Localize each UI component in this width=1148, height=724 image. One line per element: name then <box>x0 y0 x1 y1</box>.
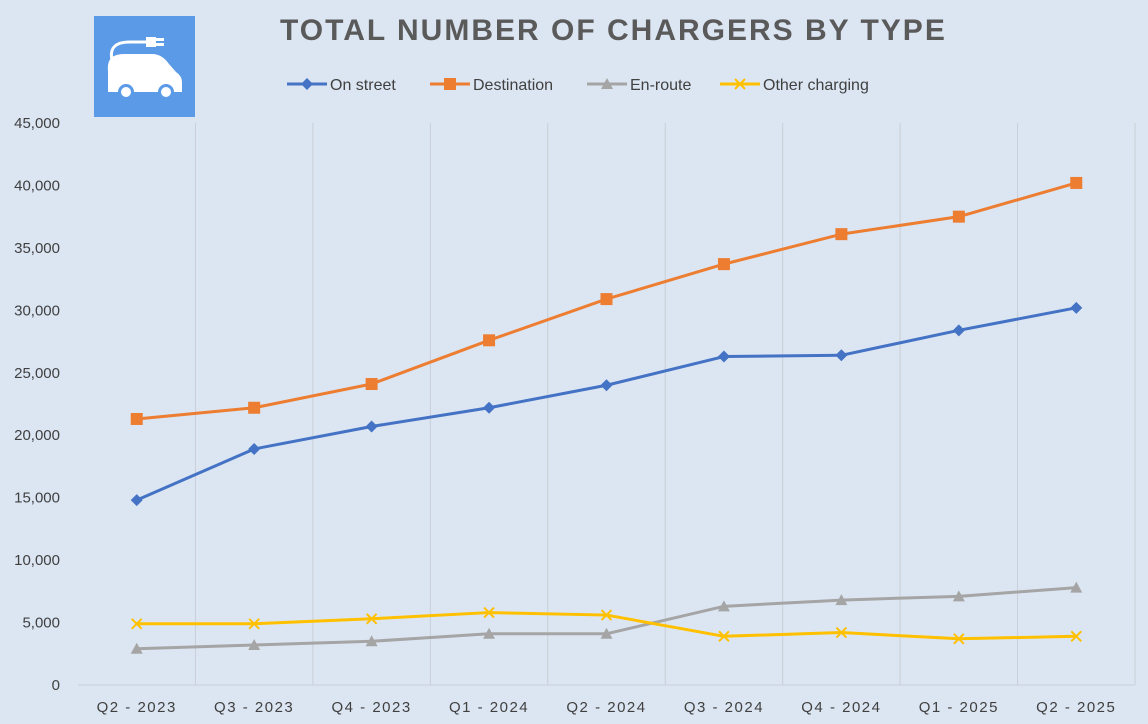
gridlines <box>194 123 1136 685</box>
legend-item-destination: Destination <box>430 77 553 94</box>
y-tick-label: 5,000 <box>22 615 60 632</box>
y-tick-label: 20,000 <box>14 427 60 444</box>
data-point-other-charging <box>718 630 730 643</box>
data-point-destination <box>483 334 496 347</box>
x-tick-label: Q4 - 2024 <box>801 699 881 716</box>
legend-item-other-charging: Other charging <box>720 77 869 94</box>
data-point-on-street <box>365 420 378 433</box>
legend-marker <box>444 78 456 90</box>
legend-label: En-route <box>630 77 691 94</box>
data-point-destination <box>717 258 730 271</box>
y-tick-label: 45,000 <box>14 115 60 132</box>
data-point-en-route <box>1070 581 1083 593</box>
data-point-other-charging <box>248 618 260 630</box>
data-point-on-street <box>600 379 613 392</box>
data-point-en-route <box>952 590 965 602</box>
data-point-other-charging <box>600 609 613 621</box>
data-point-destination <box>600 293 613 306</box>
x-tick-label: Q1 - 2024 <box>449 699 529 716</box>
chart-title: TOTAL NUMBER OF CHARGERS BY TYPE <box>280 14 947 47</box>
data-point-en-route <box>248 639 261 651</box>
legend-item-on-street: On street <box>287 77 396 94</box>
data-point-on-street <box>717 350 730 363</box>
legend-label: Other charging <box>763 77 869 94</box>
data-point-en-route <box>483 627 496 639</box>
data-point-other-charging <box>953 633 965 645</box>
series-en-route <box>130 581 1083 654</box>
data-point-en-route <box>835 594 848 606</box>
series-other-charging <box>131 606 1082 645</box>
legend-label: On street <box>330 77 396 94</box>
data-point-destination <box>1070 176 1083 189</box>
legend-marker <box>601 78 613 89</box>
y-tick-label: 0 <box>52 677 60 694</box>
y-tick-label: 30,000 <box>14 302 60 319</box>
series-lines <box>130 176 1083 654</box>
y-tick-label: 25,000 <box>14 365 60 382</box>
x-tick-label: Q3 - 2023 <box>214 699 294 716</box>
x-tick-label: Q2 - 2025 <box>1036 699 1116 716</box>
axes: 0 5,000 10,000 15,000 20,000 25,000 30,000 35,0… <box>14 115 1135 716</box>
data-point-destination <box>248 401 261 414</box>
data-point-other-charging <box>1070 630 1082 643</box>
data-point-on-street <box>130 494 143 507</box>
y-tick-label: 10,000 <box>14 552 60 569</box>
data-point-other-charging <box>835 626 848 639</box>
series-on-street <box>130 301 1083 507</box>
data-point-en-route <box>600 627 613 639</box>
x-tick-label: Q4 - 2023 <box>332 699 412 716</box>
x-tick-label: Q1 - 2025 <box>919 699 999 716</box>
data-point-other-charging <box>131 618 143 630</box>
data-point-en-route <box>717 600 730 612</box>
data-point-destination <box>952 210 965 223</box>
data-point-on-street <box>1070 301 1083 314</box>
data-point-on-street <box>835 349 848 362</box>
legend-item-en-route: En-route <box>587 77 691 94</box>
data-point-other-charging <box>365 613 378 625</box>
y-tick-label: 15,000 <box>14 490 60 507</box>
y-tick-label: 40,000 <box>14 177 60 194</box>
legend: On street Destination En-route Other chargi… <box>287 77 869 94</box>
legend-marker <box>734 78 746 90</box>
legend-marker <box>301 78 313 90</box>
data-point-en-route <box>365 635 378 647</box>
x-tick-label: Q2 - 2023 <box>97 699 177 716</box>
x-tick-label: Q3 - 2024 <box>684 699 764 716</box>
data-point-on-street <box>483 401 496 414</box>
data-point-other-charging <box>483 606 495 619</box>
data-point-en-route <box>130 642 143 654</box>
legend-label: Destination <box>473 77 553 94</box>
data-point-destination <box>130 412 143 425</box>
series-line-en-route <box>136 586 1077 651</box>
ev-charging-car-icon <box>94 16 195 117</box>
y-tick-label: 35,000 <box>14 240 60 257</box>
data-point-destination <box>365 378 378 391</box>
data-point-on-street <box>248 442 261 455</box>
data-point-destination <box>835 228 848 241</box>
data-point-on-street <box>952 324 965 337</box>
series-destination <box>130 176 1083 425</box>
x-tick-label: Q2 - 2024 <box>566 699 646 716</box>
